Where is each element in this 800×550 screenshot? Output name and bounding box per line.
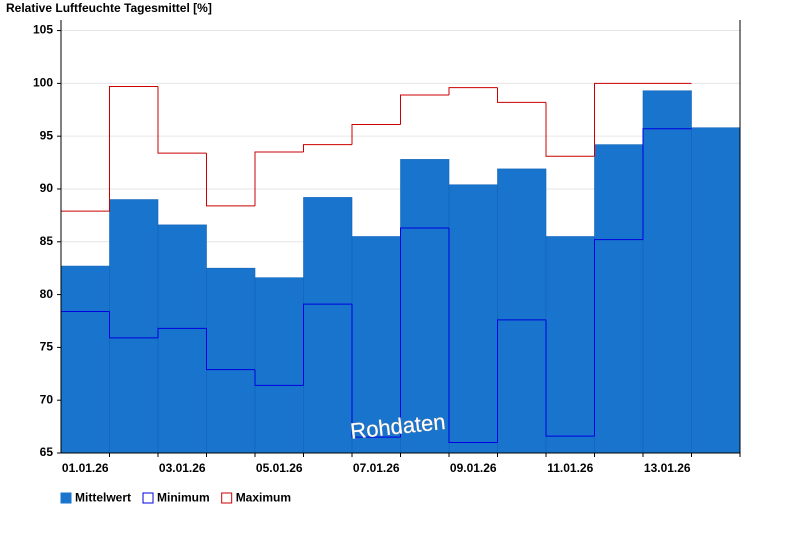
x-tick-label: 13.01.26 — [644, 461, 691, 475]
step-line — [594, 82, 643, 157]
y-tick-label: 70 — [40, 392, 54, 406]
step-line — [109, 311, 158, 339]
step-line — [206, 153, 255, 207]
y-tick-label: 95 — [40, 128, 54, 142]
x-tick-label: 05.01.26 — [256, 461, 303, 475]
step-line — [497, 319, 546, 443]
legend-swatch — [60, 492, 72, 504]
x-tick-label: 07.01.26 — [353, 461, 400, 475]
step-line — [448, 87, 498, 95]
bar — [497, 168, 547, 454]
y-tick-label: 105 — [33, 23, 53, 37]
step-line — [303, 144, 352, 153]
y-tick-label: 75 — [40, 340, 54, 354]
step-line — [545, 319, 595, 437]
step-line — [109, 86, 158, 212]
step-line — [351, 304, 401, 438]
step-line — [448, 228, 498, 443]
chart-title: Relative Luftfeuchte Tagesmittel [%] — [6, 1, 212, 15]
bar — [351, 236, 401, 454]
x-tick-label: 01.01.26 — [62, 461, 109, 475]
step-line — [545, 102, 595, 157]
y-tick-label: 85 — [40, 234, 54, 248]
x-tick-label: 03.01.26 — [159, 461, 206, 475]
bar — [254, 277, 304, 454]
bar — [448, 184, 498, 454]
step-line — [642, 128, 692, 240]
legend-swatch — [142, 492, 154, 504]
step-line — [594, 239, 643, 437]
legend-label: Maximum — [236, 491, 291, 505]
y-tick-label: 80 — [40, 287, 54, 301]
bar — [206, 267, 256, 454]
step-line — [400, 94, 449, 125]
bar — [691, 127, 741, 454]
step-line — [351, 124, 401, 145]
bar — [642, 90, 692, 454]
bar — [157, 224, 207, 454]
bar — [594, 144, 644, 454]
step-line — [303, 303, 352, 386]
y-tick-label: 65 — [40, 445, 54, 459]
step-line — [157, 327, 207, 338]
step-line — [400, 227, 449, 438]
y-tick-label: 100 — [33, 76, 53, 90]
bar — [545, 236, 595, 454]
step-line — [254, 369, 304, 386]
legend-label: Minimum — [157, 491, 210, 505]
legend-swatch — [221, 492, 233, 504]
legend-label: Mittelwert — [75, 491, 131, 505]
step-line — [206, 328, 255, 371]
bar — [60, 265, 110, 454]
y-tick-label: 90 — [40, 181, 54, 195]
step-line — [157, 86, 207, 154]
bar — [303, 197, 353, 454]
bar — [109, 199, 159, 454]
step-line — [497, 87, 546, 103]
x-tick-label: 09.01.26 — [450, 461, 497, 475]
step-line — [254, 151, 304, 206]
bar — [400, 159, 450, 454]
x-tick-label: 11.01.26 — [547, 461, 593, 475]
